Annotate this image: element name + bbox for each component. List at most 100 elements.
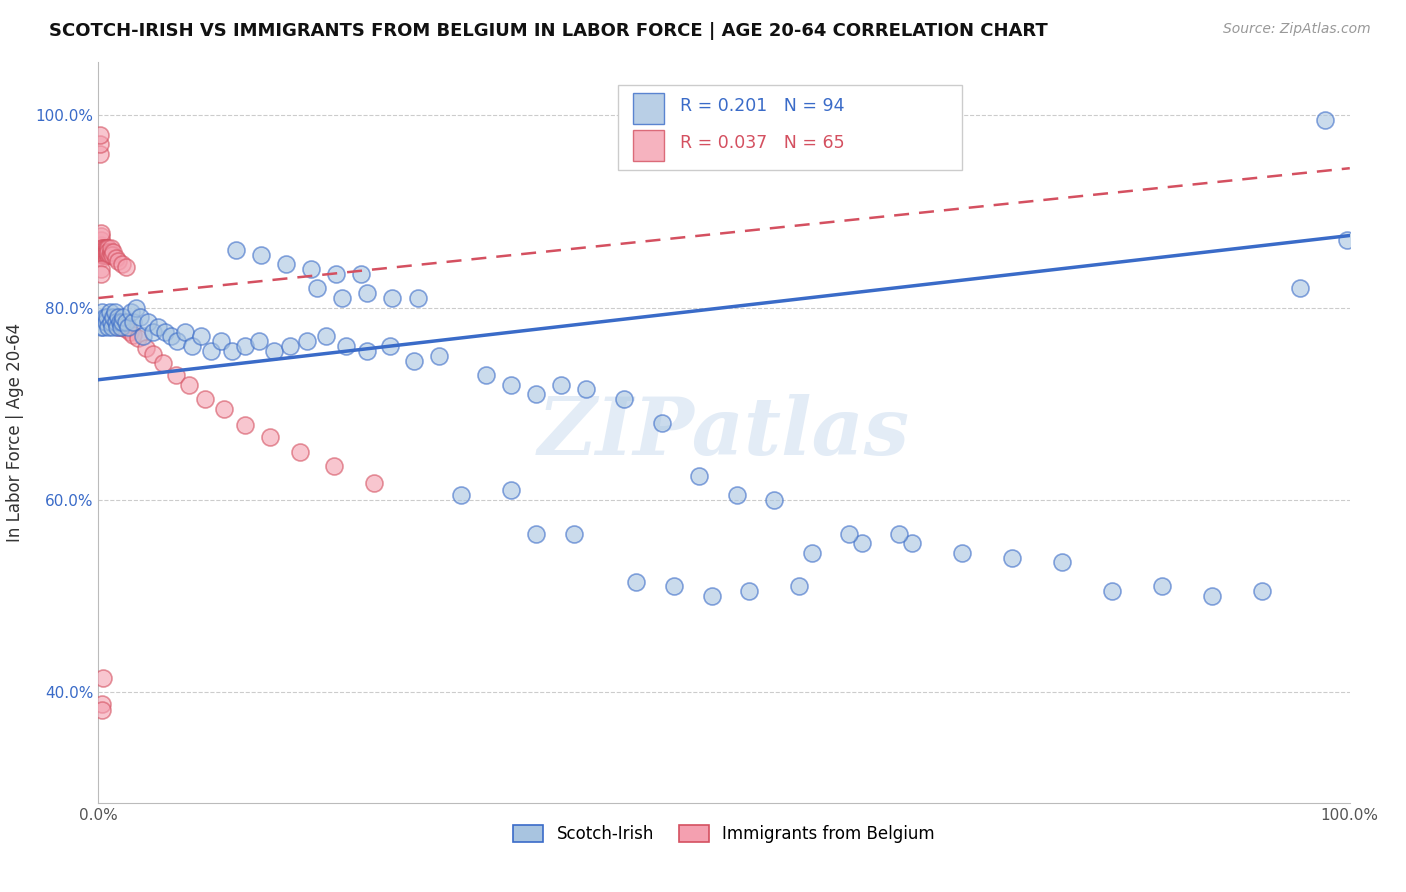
Point — [125, 301, 148, 315]
Point — [524, 526, 547, 541]
Point — [787, 579, 810, 593]
Point — [501, 483, 523, 498]
Point — [93, 671, 115, 685]
Point — [93, 248, 115, 262]
Point — [501, 377, 523, 392]
Point — [97, 319, 120, 334]
Point — [278, 339, 301, 353]
Point — [91, 248, 114, 262]
Point — [550, 377, 572, 392]
Text: ZIPatlas: ZIPatlas — [538, 394, 910, 471]
Point — [1313, 113, 1336, 128]
Point — [104, 251, 127, 265]
Point — [259, 430, 281, 444]
Point — [288, 445, 311, 459]
Point — [94, 315, 117, 329]
Point — [115, 322, 138, 336]
Point — [190, 329, 212, 343]
Point — [90, 233, 112, 247]
Point — [101, 319, 124, 334]
Point — [96, 310, 118, 325]
Point — [91, 305, 114, 319]
Text: R = 0.037   N = 65: R = 0.037 N = 65 — [681, 135, 845, 153]
Point — [1288, 281, 1310, 295]
Point — [233, 417, 256, 432]
Point — [297, 334, 319, 349]
Point — [247, 334, 270, 349]
Point — [562, 526, 585, 541]
Point — [101, 248, 124, 262]
Point — [98, 305, 121, 319]
Point — [363, 475, 385, 490]
Point — [1150, 579, 1173, 593]
Point — [332, 291, 354, 305]
Point — [160, 329, 183, 343]
Point — [209, 334, 232, 349]
Point — [406, 291, 429, 305]
Point — [112, 319, 135, 334]
Point — [90, 262, 112, 277]
Point — [93, 241, 115, 255]
Point — [122, 327, 145, 342]
Point — [212, 401, 235, 416]
Point — [93, 244, 115, 259]
Point — [90, 226, 112, 240]
Point — [118, 325, 141, 339]
Point — [1050, 556, 1073, 570]
Legend: Scotch-Irish, Immigrants from Belgium: Scotch-Irish, Immigrants from Belgium — [506, 819, 942, 850]
Point — [378, 339, 401, 353]
Point — [108, 315, 131, 329]
Point — [89, 146, 111, 161]
FancyBboxPatch shape — [633, 130, 664, 161]
Point — [94, 244, 117, 259]
Point — [152, 356, 174, 370]
Point — [91, 248, 114, 262]
Point — [142, 347, 165, 361]
Point — [90, 319, 112, 334]
Point — [91, 251, 114, 265]
Point — [97, 248, 120, 262]
Point — [1251, 584, 1274, 599]
Point — [200, 343, 222, 358]
Point — [350, 267, 373, 281]
Point — [315, 329, 337, 343]
Point — [90, 228, 112, 243]
Point — [1201, 589, 1223, 603]
Point — [107, 310, 129, 325]
Point — [94, 241, 117, 255]
Point — [93, 244, 115, 259]
Point — [900, 536, 922, 550]
Point — [127, 331, 149, 345]
Point — [725, 488, 748, 502]
Point — [322, 459, 344, 474]
Point — [100, 241, 122, 255]
Point — [115, 260, 138, 275]
Point — [104, 315, 127, 329]
Point — [838, 526, 860, 541]
Point — [100, 244, 122, 259]
Point — [107, 319, 129, 334]
Point — [1001, 550, 1024, 565]
Point — [112, 310, 135, 325]
FancyBboxPatch shape — [617, 85, 962, 169]
Point — [1336, 233, 1358, 247]
Point — [107, 254, 129, 268]
Point — [325, 267, 347, 281]
Point — [91, 697, 114, 711]
Text: SCOTCH-IRISH VS IMMIGRANTS FROM BELGIUM IN LABOR FORCE | AGE 20-64 CORRELATION C: SCOTCH-IRISH VS IMMIGRANTS FROM BELGIUM … — [49, 22, 1047, 40]
Point — [177, 377, 200, 392]
Point — [132, 329, 155, 343]
Point — [688, 469, 710, 483]
Point — [225, 243, 247, 257]
Point — [93, 248, 115, 262]
Point — [221, 343, 243, 358]
Point — [356, 343, 378, 358]
Point — [800, 546, 823, 560]
Point — [111, 257, 134, 271]
Point — [626, 574, 648, 589]
Point — [138, 315, 160, 329]
Point — [335, 339, 357, 353]
Point — [91, 702, 114, 716]
Point — [122, 315, 145, 329]
Point — [575, 382, 598, 396]
